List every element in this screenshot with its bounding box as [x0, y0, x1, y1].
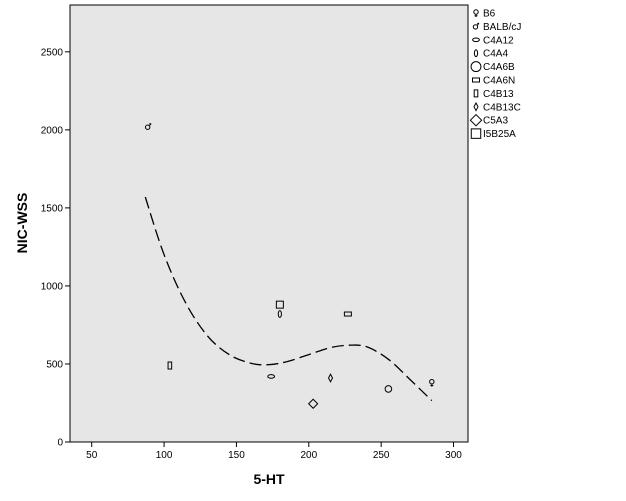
x-axis: 50 100 150 200 250 300 [86, 442, 462, 461]
x-tick-label: 100 [156, 450, 173, 461]
legend-label: C4A6N [483, 76, 515, 87]
fit-line [144, 196, 433, 402]
legend: B6 BALB/cJ C4A12 C4A4 C4A6B C4A6N C4B13 C4B13C C… [469, 9, 521, 140]
data-point [327, 373, 334, 383]
y-tick-label: 500 [46, 359, 63, 370]
legend-label: I5B25A [483, 129, 516, 140]
y-tick-label: 1500 [41, 203, 64, 214]
legend-label: C4B13C [483, 102, 521, 113]
y-axis: 0 500 1000 1500 2000 2500 [41, 47, 70, 449]
x-tick-label: 250 [373, 450, 390, 461]
legend-marker [473, 49, 479, 58]
data-point [144, 123, 152, 130]
legend-marker [469, 113, 483, 127]
legend-marker [470, 128, 482, 139]
legend-label: B6 [483, 9, 496, 20]
legend-marker [473, 9, 479, 17]
legend-marker [473, 89, 479, 98]
legend-label: C4A6B [483, 62, 515, 73]
x-tick-label: 150 [228, 450, 245, 461]
y-axis-title: NIC-WSS [14, 193, 30, 254]
x-tick-label: 200 [300, 450, 317, 461]
data-point [267, 374, 276, 379]
data-point [429, 378, 435, 387]
data-point [307, 398, 319, 409]
legend-marker [472, 22, 480, 30]
y-tick-label: 2000 [41, 125, 64, 136]
legend-marker [472, 37, 480, 43]
legend-label: C5A3 [483, 116, 508, 127]
y-tick-label: 0 [57, 438, 63, 449]
legend-label: C4B13 [483, 89, 514, 100]
data-points [144, 123, 435, 409]
y-tick-label: 2500 [41, 47, 64, 58]
y-tick-label: 1000 [41, 281, 64, 292]
data-point [167, 361, 173, 370]
x-tick-label: 300 [445, 450, 462, 461]
legend-marker [472, 77, 480, 83]
data-point [277, 310, 282, 318]
x-tick-label: 50 [86, 450, 98, 461]
plot-area [69, 4, 469, 443]
legend-label: C4A4 [483, 49, 508, 60]
x-axis-title: 5-HT [253, 471, 285, 487]
data-point [343, 311, 352, 317]
legend-label: C4A12 [483, 35, 514, 46]
legend-marker [470, 61, 482, 73]
legend-marker [473, 101, 479, 112]
data-point [384, 385, 393, 393]
data-point [275, 300, 284, 309]
legend-label: BALB/cJ [483, 22, 521, 33]
